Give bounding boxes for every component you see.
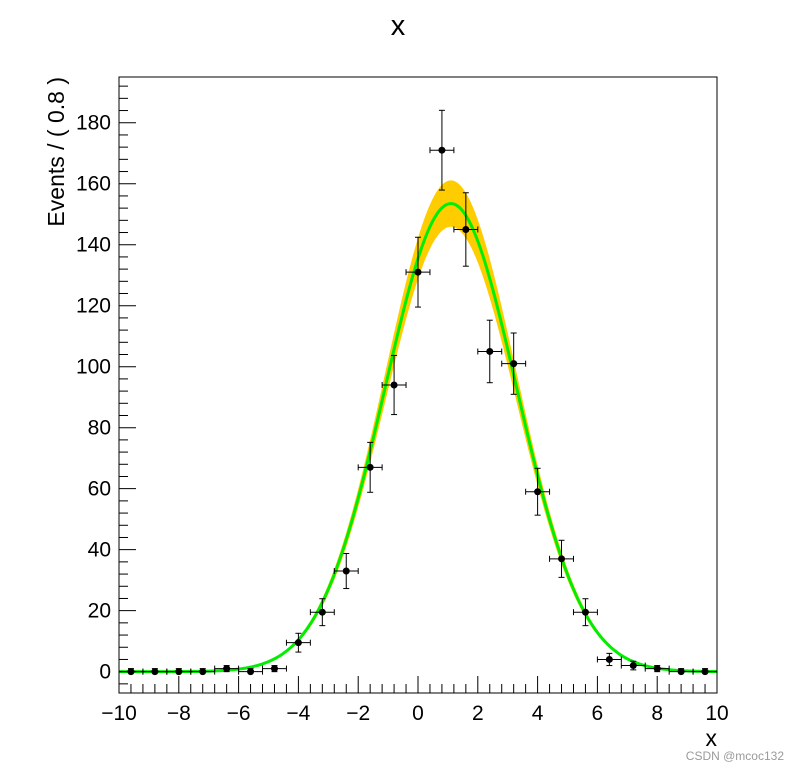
data-point <box>477 319 503 384</box>
data-marker <box>534 488 542 496</box>
x-tick-label: 6 <box>592 702 604 725</box>
data-marker <box>414 268 422 276</box>
data-marker <box>438 146 446 154</box>
data-point <box>190 668 216 676</box>
data-marker <box>629 662 637 670</box>
x-tick-label: −2 <box>346 702 370 725</box>
y-axis: 0 20 40 60 80 100 120 140 160 180 <box>76 85 136 685</box>
y-tick-label: 20 <box>88 600 111 623</box>
data-point <box>238 668 264 676</box>
data-point <box>644 665 670 673</box>
data-marker <box>270 665 278 673</box>
data-marker <box>677 668 685 676</box>
data-point <box>596 652 622 667</box>
data-point <box>620 660 646 671</box>
data-marker <box>462 225 470 233</box>
data-point <box>333 553 359 590</box>
data-marker <box>486 347 494 355</box>
data-point <box>262 665 287 673</box>
data-marker <box>342 567 350 575</box>
watermark: CSDN @mcoc132 <box>685 749 784 763</box>
data-point <box>142 668 168 676</box>
data-point <box>285 632 311 653</box>
data-marker <box>151 668 159 676</box>
data-point <box>309 598 335 627</box>
y-tick-label: 100 <box>76 356 111 379</box>
data-point <box>692 668 718 676</box>
x-tick-label: 10 <box>705 702 728 725</box>
data-point <box>572 598 598 627</box>
data-marker <box>223 665 231 673</box>
x-axis-label: x <box>706 725 718 751</box>
data-point <box>668 668 694 676</box>
x-tick-label: 0 <box>412 702 424 725</box>
data-marker <box>701 668 709 676</box>
x-tick-label: 8 <box>651 702 663 725</box>
data-point <box>429 109 455 191</box>
data-point <box>381 354 407 416</box>
chart-title: x <box>391 10 406 42</box>
y-tick-label: 120 <box>76 295 111 318</box>
y-tick-label: 160 <box>76 173 111 196</box>
x-tick-label: −10 <box>101 702 137 725</box>
y-tick-label: 60 <box>88 478 111 501</box>
data-marker <box>366 463 374 471</box>
data-marker <box>318 608 326 616</box>
data-marker <box>653 665 661 673</box>
data-point <box>549 539 574 578</box>
x-tick-label: −4 <box>286 702 310 725</box>
data-marker <box>390 381 398 389</box>
data-point <box>501 332 527 395</box>
y-tick-label: 140 <box>76 234 111 257</box>
data-point <box>525 467 551 516</box>
x-tick-label: −8 <box>167 702 191 725</box>
data-points-layer <box>118 109 718 676</box>
y-tick-label: 180 <box>76 112 111 135</box>
data-point <box>405 236 431 308</box>
data-marker <box>510 360 518 368</box>
x-tick-label: 2 <box>472 702 484 725</box>
x-tick-label: 4 <box>532 702 544 725</box>
data-marker <box>294 639 302 647</box>
y-tick-label: 80 <box>88 417 111 440</box>
data-marker <box>581 608 589 616</box>
y-axis-label: Events / ( 0.8 ) <box>43 77 69 227</box>
plot-frame <box>118 76 718 694</box>
x-tick-label: −6 <box>227 702 251 725</box>
data-marker <box>199 668 207 676</box>
y-tick-label: 0 <box>99 661 111 684</box>
x-axis: −10 −8 −6 −4 −2 0 2 4 6 8 10 <box>101 676 729 725</box>
data-point <box>166 668 192 676</box>
data-point <box>453 192 479 267</box>
data-marker <box>558 555 566 563</box>
data-point <box>357 441 383 493</box>
data-marker <box>247 668 255 676</box>
data-marker <box>175 668 183 676</box>
data-marker <box>605 655 613 663</box>
y-tick-label: 40 <box>88 539 111 562</box>
